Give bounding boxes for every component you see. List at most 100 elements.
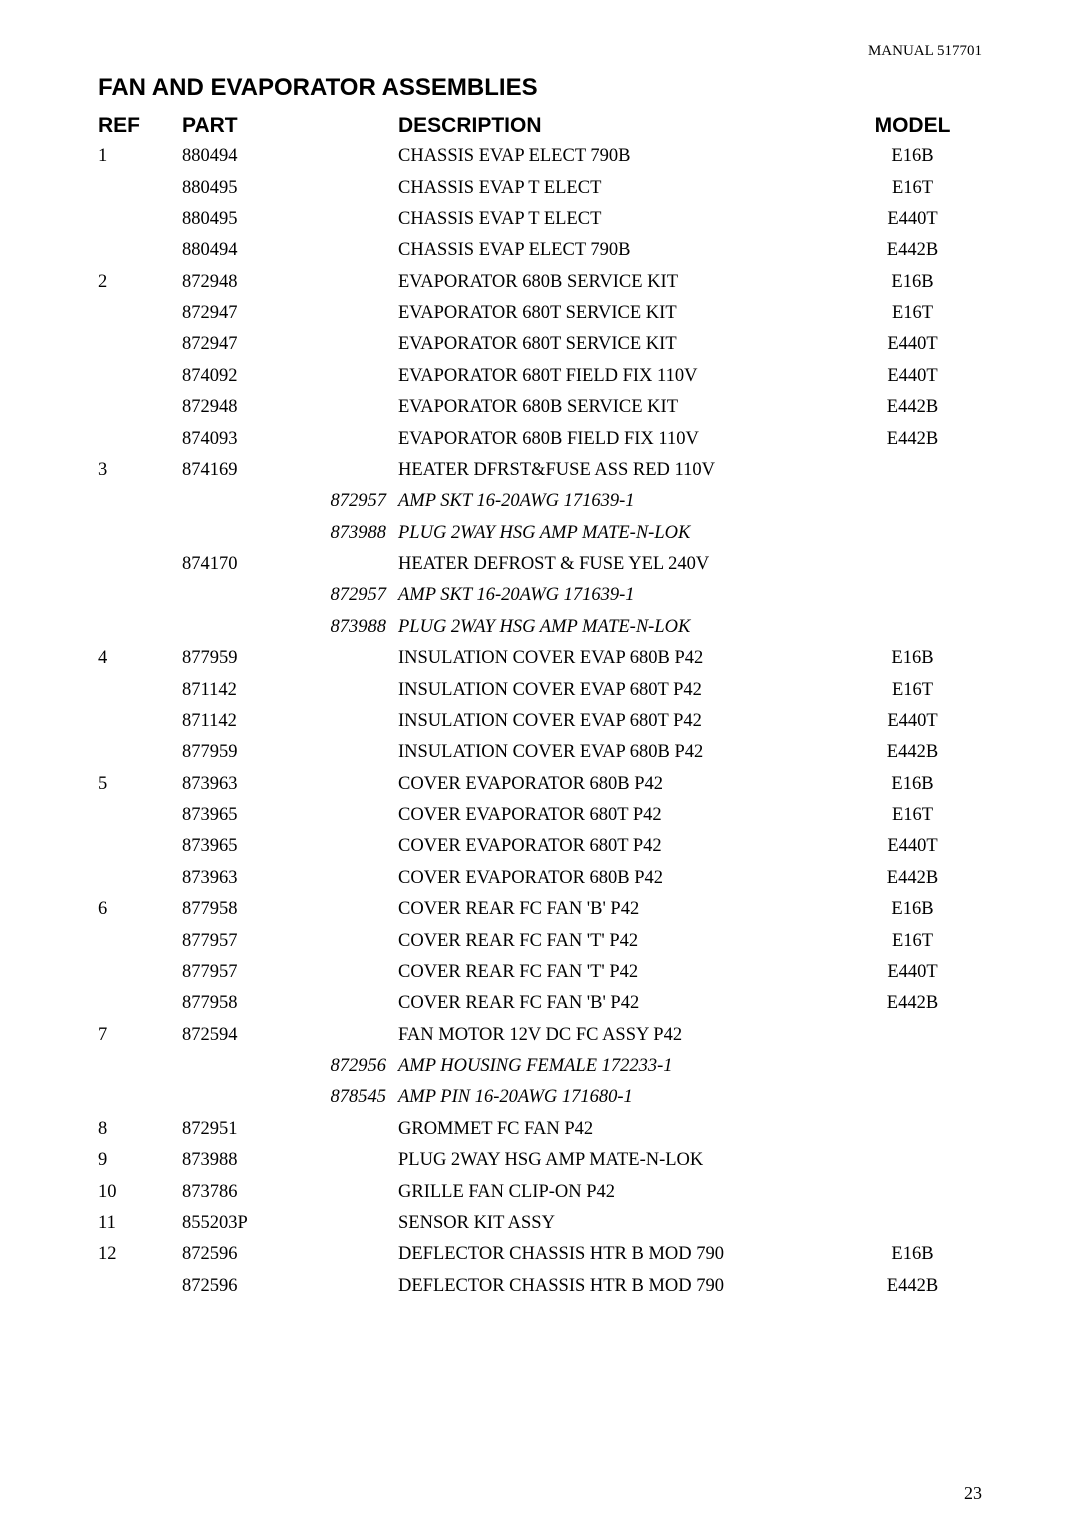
cell-subpart xyxy=(326,1271,398,1302)
cell-description: HEATER DFRST&FUSE ASS RED 110V xyxy=(398,455,843,486)
cell-subpart xyxy=(326,455,398,486)
cell-part: 873965 xyxy=(182,831,326,862)
cell-model: E440T xyxy=(843,329,982,360)
cell-model: E442B xyxy=(843,235,982,266)
cell-ref: 10 xyxy=(98,1176,182,1207)
cell-part: 874170 xyxy=(182,549,326,580)
table-row: 880495CHASSIS EVAP T ELECTE16T xyxy=(98,172,982,203)
cell-model xyxy=(843,1114,982,1145)
cell-part: 871142 xyxy=(182,706,326,737)
table-row: 877957 COVER REAR FC FAN 'T' P42E16T xyxy=(98,925,982,956)
cell-part: 877959 xyxy=(182,737,326,768)
cell-part: 877959 xyxy=(182,643,326,674)
cell-ref xyxy=(98,172,182,203)
cell-description: CHASSIS EVAP T ELECT xyxy=(398,204,843,235)
cell-ref xyxy=(98,800,182,831)
table-row: 877959INSULATION COVER EVAP 680B P42E442… xyxy=(98,737,982,768)
cell-ref: 9 xyxy=(98,1145,182,1176)
cell-ref xyxy=(98,423,182,454)
cell-subpart: 873988 xyxy=(326,612,398,643)
cell-ref xyxy=(98,1271,182,1302)
table-row: 874093EVAPORATOR 680B FIELD FIX 110VE442… xyxy=(98,423,982,454)
col-header-sub xyxy=(326,114,398,141)
cell-description: INSULATION COVER EVAP 680B P42 xyxy=(398,643,843,674)
table-row: 880495CHASSIS EVAP T ELECTE440T xyxy=(98,204,982,235)
cell-model: E16B xyxy=(843,1239,982,1270)
cell-description: COVER EVAPORATOR 680T P42 xyxy=(398,831,843,862)
table-row: 8872951GROMMET FC FAN P42 xyxy=(98,1114,982,1145)
table-header-row: REF PART DESCRIPTION MODEL xyxy=(98,114,982,141)
cell-ref xyxy=(98,612,182,643)
cell-description: COVER REAR FC FAN 'T' P42 xyxy=(398,957,843,988)
cell-model: E442B xyxy=(843,988,982,1019)
cell-part xyxy=(182,1051,326,1082)
cell-part: 880494 xyxy=(182,235,326,266)
cell-part: 877957 xyxy=(182,925,326,956)
cell-description: EVAPORATOR 680T FIELD FIX 110V xyxy=(398,361,843,392)
cell-ref xyxy=(98,737,182,768)
cell-model xyxy=(843,580,982,611)
table-row: 12872596DEFLECTOR CHASSIS HTR B MOD 790E… xyxy=(98,1239,982,1270)
manual-header: MANUAL 517701 xyxy=(98,43,982,60)
cell-subpart xyxy=(326,204,398,235)
table-row: 873988PLUG 2WAY HSG AMP MATE-N-LOK xyxy=(98,518,982,549)
cell-model xyxy=(843,518,982,549)
cell-ref: 5 xyxy=(98,769,182,800)
cell-part: 874169 xyxy=(182,455,326,486)
cell-model: E16T xyxy=(843,925,982,956)
cell-subpart xyxy=(326,392,398,423)
cell-part: 877958 xyxy=(182,894,326,925)
cell-part: 872948 xyxy=(182,267,326,298)
table-row: 9873988PLUG 2WAY HSG AMP MATE-N-LOK xyxy=(98,1145,982,1176)
cell-description: FAN MOTOR 12V DC FC ASSY P42 xyxy=(398,1020,843,1051)
cell-subpart xyxy=(326,267,398,298)
cell-model: E16T xyxy=(843,298,982,329)
cell-description: GRILLE FAN CLIP-ON P42 xyxy=(398,1176,843,1207)
cell-model: E442B xyxy=(843,737,982,768)
cell-part xyxy=(182,1082,326,1113)
cell-description: EVAPORATOR 680B SERVICE KIT xyxy=(398,392,843,423)
cell-description: DEFLECTOR CHASSIS HTR B MOD 790 xyxy=(398,1239,843,1270)
cell-subpart xyxy=(326,643,398,674)
cell-model xyxy=(843,549,982,580)
col-header-desc: DESCRIPTION xyxy=(398,114,843,141)
cell-description: GROMMET FC FAN P42 xyxy=(398,1114,843,1145)
cell-ref: 8 xyxy=(98,1114,182,1145)
cell-part: 873988 xyxy=(182,1145,326,1176)
cell-description: SENSOR KIT ASSY xyxy=(398,1208,843,1239)
cell-description: HEATER DEFROST & FUSE YEL 240V xyxy=(398,549,843,580)
cell-subpart xyxy=(326,1239,398,1270)
table-row: 872957AMP SKT 16-20AWG 171639-1 xyxy=(98,580,982,611)
table-row: 872956AMP HOUSING FEMALE 172233-1 xyxy=(98,1051,982,1082)
table-row: 10873786GRILLE FAN CLIP-ON P42 xyxy=(98,1176,982,1207)
cell-subpart xyxy=(326,894,398,925)
table-row: 871142INSULATION COVER EVAP 680T P42E16T xyxy=(98,674,982,705)
cell-description: COVER EVAPORATOR 680B P42 xyxy=(398,863,843,894)
cell-description: INSULATION COVER EVAP 680T P42 xyxy=(398,706,843,737)
cell-part xyxy=(182,580,326,611)
cell-part: 855203P xyxy=(182,1208,326,1239)
cell-ref xyxy=(98,988,182,1019)
cell-subpart xyxy=(326,1208,398,1239)
cell-description: COVER REAR FC FAN 'T' P42 xyxy=(398,925,843,956)
cell-ref xyxy=(98,486,182,517)
cell-subpart xyxy=(326,925,398,956)
cell-part: 877957 xyxy=(182,957,326,988)
cell-subpart xyxy=(326,831,398,862)
cell-ref xyxy=(98,298,182,329)
cell-part: 877958 xyxy=(182,988,326,1019)
table-row: 872957AMP SKT 16-20AWG 171639-1 xyxy=(98,486,982,517)
table-row: 2872948EVAPORATOR 680B SERVICE KITE16B xyxy=(98,267,982,298)
cell-model: E442B xyxy=(843,423,982,454)
cell-ref: 11 xyxy=(98,1208,182,1239)
cell-subpart xyxy=(326,141,398,172)
cell-subpart xyxy=(326,1176,398,1207)
cell-part: 872596 xyxy=(182,1271,326,1302)
page-number: 23 xyxy=(964,1483,982,1504)
cell-model xyxy=(843,1051,982,1082)
cell-subpart: 878545 xyxy=(326,1082,398,1113)
cell-ref xyxy=(98,863,182,894)
cell-subpart: 872957 xyxy=(326,486,398,517)
table-row: 3874169HEATER DFRST&FUSE ASS RED 110V xyxy=(98,455,982,486)
cell-description: COVER REAR FC FAN 'B' P42 xyxy=(398,894,843,925)
